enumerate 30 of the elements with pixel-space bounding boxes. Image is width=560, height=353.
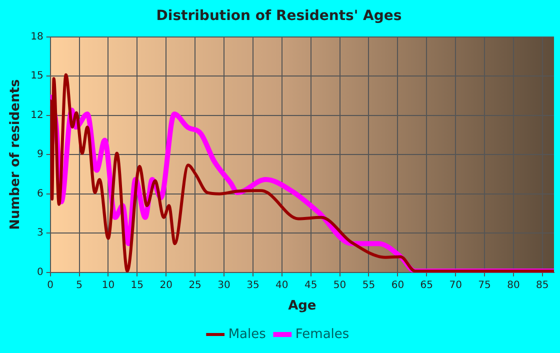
x-tick-label: 25 <box>188 280 202 291</box>
y-tick-label: 6 <box>36 188 44 200</box>
x-tick-label: 0 <box>47 280 54 291</box>
y-tick-label: 0 <box>36 266 44 278</box>
x-tick-label: 65 <box>420 280 433 291</box>
x-tick-label: 40 <box>276 280 288 291</box>
y-tick-label: 12 <box>30 110 44 121</box>
legend-label: Males <box>228 326 266 342</box>
y-tick-label: 15 <box>30 70 44 82</box>
legend-label: Females <box>295 326 350 342</box>
y-axis-title: Number of residents <box>8 79 24 230</box>
x-tick-label: 50 <box>333 280 346 291</box>
x-tick-label: 30 <box>218 280 230 291</box>
x-tick-label: 85 <box>536 280 549 291</box>
y-tick-label: 3 <box>36 228 44 239</box>
x-tick-label: 5 <box>76 280 82 291</box>
x-tick-label: 75 <box>478 280 491 291</box>
x-tick-label: 80 <box>507 280 520 291</box>
x-tick-label: 45 <box>304 280 318 291</box>
x-tick-label: 10 <box>102 280 115 291</box>
x-tick-label: 35 <box>246 280 260 291</box>
y-tick-label: 18 <box>30 31 44 42</box>
x-tick-label: 60 <box>391 280 404 291</box>
y-tick-label: 9 <box>36 149 44 160</box>
x-tick-label: 20 <box>160 280 172 291</box>
x-tick-label: 70 <box>449 280 462 291</box>
chart-title: Distribution of Residents' Ages <box>156 8 402 24</box>
x-tick-label: 55 <box>362 280 376 291</box>
x-tick-label: 15 <box>130 280 144 291</box>
x-axis-title: Age <box>288 298 316 314</box>
